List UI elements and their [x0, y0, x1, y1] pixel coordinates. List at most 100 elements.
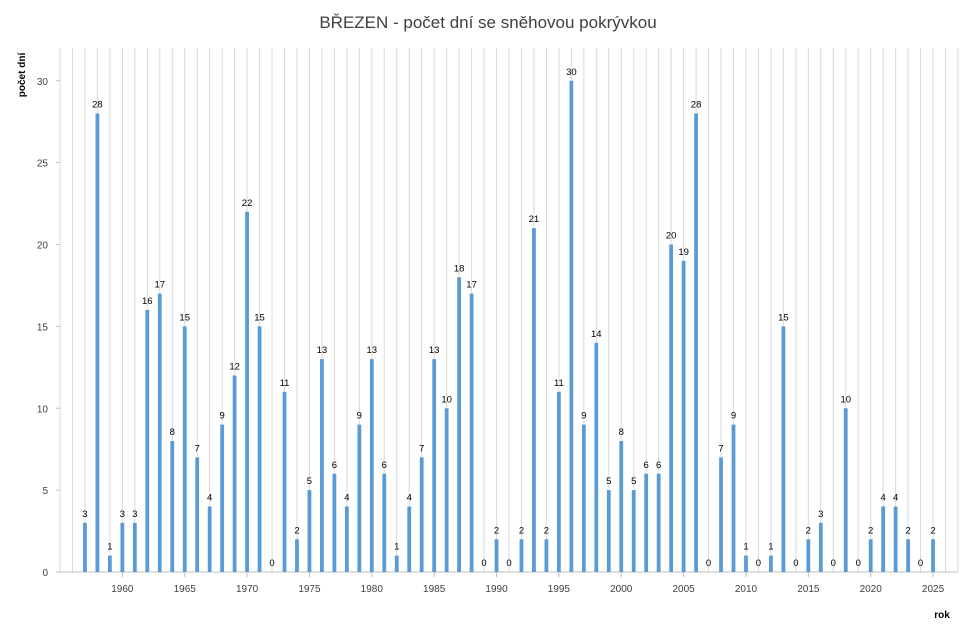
data-label: 1	[768, 542, 773, 553]
data-label: 17	[154, 280, 165, 291]
data-label: 22	[242, 198, 253, 209]
data-label: 5	[307, 476, 312, 487]
data-label: 9	[357, 411, 362, 422]
bar	[232, 375, 237, 572]
bar	[307, 490, 312, 572]
bar	[332, 473, 337, 572]
bar	[893, 506, 898, 572]
bar	[556, 391, 561, 572]
bar	[157, 293, 162, 572]
data-label: 10	[441, 394, 452, 405]
data-label: 1	[743, 542, 748, 553]
data-label: 30	[566, 67, 577, 78]
x-tick-label: 1990	[485, 584, 508, 595]
x-tick-label: 2015	[797, 584, 820, 595]
data-label: 11	[280, 378, 290, 389]
bar	[357, 424, 362, 572]
bar	[282, 391, 287, 572]
x-tick-label: 1960	[111, 584, 134, 595]
bar	[606, 490, 611, 572]
bar	[83, 522, 87, 572]
data-label: 20	[666, 231, 677, 242]
bar	[906, 539, 911, 572]
bar	[769, 555, 773, 572]
data-label: 4	[344, 493, 349, 504]
data-label: 0	[506, 558, 511, 569]
y-tick-label: 15	[37, 322, 49, 333]
bar	[444, 408, 449, 572]
bar	[245, 211, 249, 572]
y-tick-label: 5	[42, 486, 48, 497]
data-label: 9	[581, 411, 586, 422]
bar	[344, 506, 349, 572]
bar	[257, 326, 262, 572]
bar	[619, 441, 624, 572]
bar	[656, 473, 661, 572]
bar	[469, 293, 474, 572]
bar	[207, 506, 212, 572]
x-tick-label: 1975	[298, 584, 321, 595]
bar	[931, 539, 935, 572]
bar	[182, 326, 187, 572]
bar	[644, 473, 649, 572]
bar	[519, 539, 524, 572]
data-label: 4	[893, 493, 898, 504]
data-label: 4	[207, 493, 212, 504]
bar	[569, 80, 574, 572]
y-tick-label: 25	[37, 159, 49, 170]
bar	[494, 539, 499, 572]
data-label: 2	[544, 525, 549, 536]
data-label: 13	[367, 345, 378, 356]
bar	[719, 457, 723, 572]
data-label: 19	[678, 247, 689, 258]
data-label: 0	[706, 558, 711, 569]
data-label: 0	[269, 558, 274, 569]
data-label: 1	[394, 542, 399, 553]
x-tick-label: 1985	[423, 584, 446, 595]
data-label: 3	[132, 509, 137, 520]
bar	[407, 506, 412, 572]
data-label: 11	[554, 378, 564, 389]
data-label: 0	[831, 558, 836, 569]
bar	[681, 260, 686, 572]
x-axis-title: rok	[934, 610, 950, 621]
bar	[432, 359, 437, 572]
data-label: 12	[229, 362, 240, 373]
x-tick-label: 1965	[174, 584, 197, 595]
bar	[881, 506, 886, 572]
data-label: 5	[631, 476, 636, 487]
data-label: 5	[606, 476, 611, 487]
data-label: 4	[407, 493, 412, 504]
y-tick-label: 30	[37, 77, 49, 88]
data-label: 28	[691, 100, 702, 111]
bar	[369, 359, 374, 572]
x-tick-label: 2005	[672, 584, 695, 595]
x-tick-label: 2025	[922, 584, 945, 595]
x-tick-label: 2020	[860, 584, 883, 595]
data-label: 8	[170, 427, 175, 438]
bar	[532, 228, 536, 572]
bar	[818, 522, 823, 572]
bar	[631, 490, 636, 572]
data-label: 8	[619, 427, 624, 438]
bar	[195, 457, 200, 572]
bars	[83, 80, 935, 572]
bar	[220, 424, 225, 572]
x-tick-label: 1970	[236, 584, 259, 595]
data-label: 28	[92, 100, 103, 111]
bar	[581, 424, 586, 572]
data-label: 0	[793, 558, 798, 569]
y-tick-label: 20	[37, 241, 49, 252]
bar	[394, 555, 399, 572]
data-label: 16	[142, 296, 153, 307]
data-label: 21	[529, 214, 540, 225]
bar	[843, 408, 848, 572]
data-label: 13	[429, 345, 440, 356]
data-label: 2	[519, 525, 524, 536]
data-label: 0	[918, 558, 923, 569]
data-label: 2	[868, 525, 873, 536]
bar	[95, 113, 100, 572]
bar	[419, 457, 424, 572]
